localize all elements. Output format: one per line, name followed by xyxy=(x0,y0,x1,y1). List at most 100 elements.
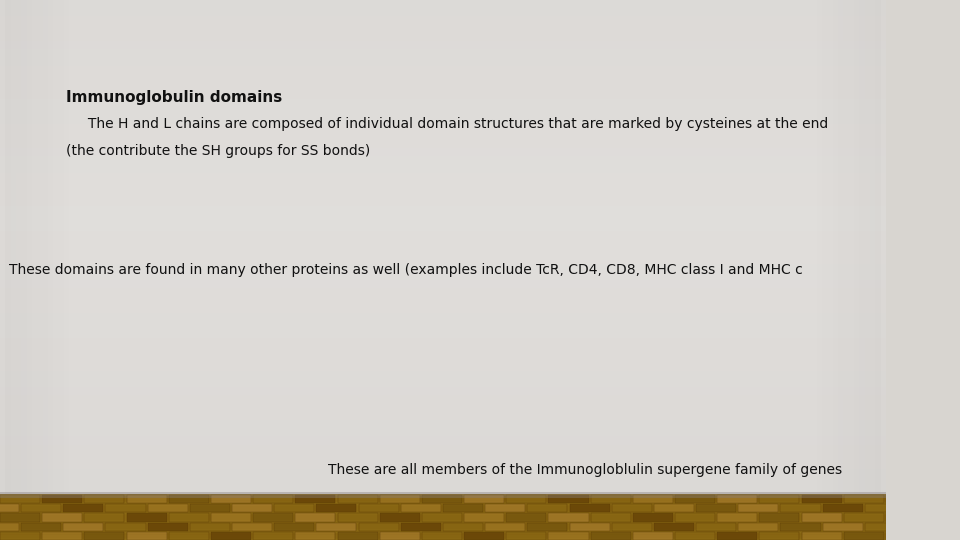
Bar xyxy=(865,0,876,494)
Bar xyxy=(0,106,886,115)
Bar xyxy=(169,532,209,540)
Bar xyxy=(0,131,886,140)
Bar xyxy=(0,230,886,239)
Bar xyxy=(759,495,800,503)
Bar xyxy=(127,532,167,540)
Bar xyxy=(0,453,886,461)
Bar xyxy=(0,296,886,305)
Bar xyxy=(817,0,828,494)
Bar xyxy=(0,337,886,346)
Bar xyxy=(654,523,694,531)
Bar xyxy=(211,495,251,503)
Bar xyxy=(464,532,504,540)
Bar xyxy=(854,0,865,494)
Bar xyxy=(0,255,886,264)
Bar xyxy=(0,523,19,531)
Bar xyxy=(717,495,757,503)
Bar xyxy=(0,32,886,41)
Bar xyxy=(696,504,736,512)
Bar xyxy=(675,495,715,503)
Bar xyxy=(0,494,886,540)
Bar xyxy=(696,523,736,531)
Bar xyxy=(0,370,886,379)
Bar xyxy=(802,532,842,540)
Bar xyxy=(886,532,926,540)
Bar xyxy=(823,523,863,531)
Bar xyxy=(590,495,631,503)
Bar xyxy=(0,40,886,50)
Bar xyxy=(27,0,37,494)
Bar xyxy=(464,514,504,522)
Bar xyxy=(63,504,104,512)
Bar xyxy=(421,532,462,540)
Bar xyxy=(590,514,631,522)
Bar xyxy=(485,523,525,531)
Bar xyxy=(0,238,886,247)
Bar xyxy=(0,469,886,477)
Bar xyxy=(759,514,800,522)
Bar xyxy=(0,477,886,486)
Bar xyxy=(380,532,420,540)
Bar xyxy=(0,321,886,329)
Bar xyxy=(802,514,842,522)
Bar xyxy=(296,495,335,503)
Bar xyxy=(11,0,21,494)
Bar xyxy=(633,495,673,503)
Bar xyxy=(527,523,567,531)
Bar xyxy=(0,82,886,91)
Bar xyxy=(0,139,886,148)
Bar xyxy=(654,504,694,512)
Bar xyxy=(0,49,886,58)
Bar xyxy=(759,532,800,540)
Bar xyxy=(338,495,377,503)
Bar xyxy=(0,222,886,231)
Bar xyxy=(0,420,886,428)
Bar xyxy=(675,514,715,522)
Bar xyxy=(0,411,886,420)
Bar xyxy=(838,0,849,494)
Bar xyxy=(317,504,356,512)
Bar xyxy=(0,164,886,173)
Bar xyxy=(569,523,610,531)
Bar xyxy=(211,532,251,540)
Bar xyxy=(232,523,272,531)
Bar xyxy=(527,504,567,512)
Bar xyxy=(844,532,884,540)
Bar xyxy=(63,523,104,531)
Bar xyxy=(0,514,40,522)
Bar xyxy=(865,523,905,531)
Bar xyxy=(106,504,146,512)
Bar xyxy=(738,504,779,512)
Bar xyxy=(0,0,11,494)
Bar xyxy=(780,504,821,512)
Bar xyxy=(0,246,886,255)
Bar xyxy=(338,532,377,540)
Bar xyxy=(844,495,884,503)
Bar xyxy=(717,532,757,540)
Bar xyxy=(0,461,886,469)
Bar xyxy=(0,90,886,99)
Bar xyxy=(859,0,870,494)
Bar xyxy=(849,0,859,494)
Bar xyxy=(296,532,335,540)
Bar xyxy=(0,98,886,107)
Bar xyxy=(443,523,483,531)
Bar xyxy=(844,0,854,494)
Bar xyxy=(0,354,886,362)
Bar xyxy=(190,504,230,512)
Bar xyxy=(0,444,886,453)
Bar xyxy=(6,0,16,494)
Bar xyxy=(0,205,886,214)
Bar xyxy=(0,263,886,272)
Bar xyxy=(717,514,757,522)
Bar xyxy=(84,514,125,522)
Bar xyxy=(0,0,886,8)
Bar xyxy=(738,523,779,531)
Bar xyxy=(590,532,631,540)
Bar xyxy=(0,180,886,190)
Bar xyxy=(380,495,420,503)
Bar xyxy=(506,514,546,522)
Bar xyxy=(0,387,886,395)
Bar xyxy=(21,504,61,512)
Text: Immunoglobulin domains: Immunoglobulin domains xyxy=(66,90,282,105)
